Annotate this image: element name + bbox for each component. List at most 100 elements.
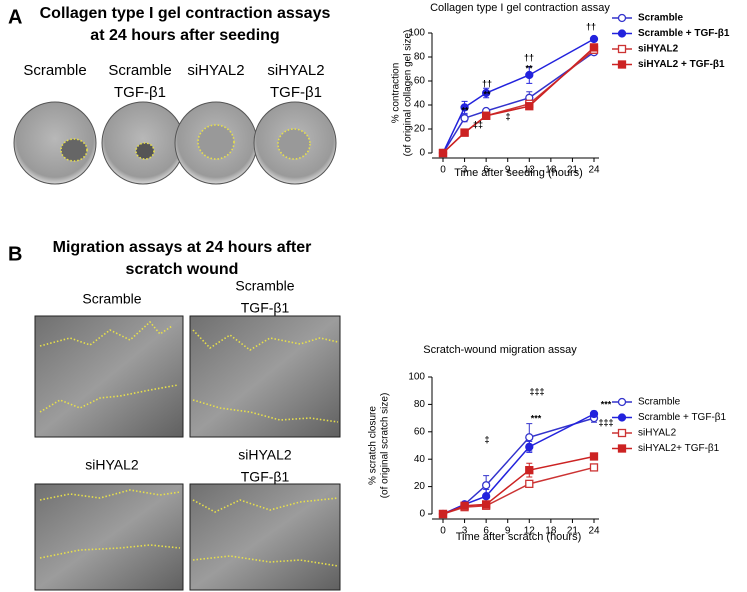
legend-marker	[617, 428, 627, 438]
panel-title: scratch wound	[126, 261, 239, 278]
legend-marker	[617, 44, 627, 54]
gel	[197, 124, 235, 160]
dish	[101, 101, 185, 185]
x-tick-label: 3	[462, 165, 468, 176]
x-tick-label: 0	[440, 526, 446, 537]
marker	[460, 501, 469, 510]
y-axis-label: % contraction	[391, 63, 402, 124]
marker	[525, 479, 534, 489]
gel	[135, 142, 155, 160]
y-tick-label: 40	[414, 100, 426, 111]
x-tick-label: 24	[588, 526, 600, 537]
gel	[60, 138, 88, 162]
dish-images	[13, 101, 337, 185]
y-tick-label: 80	[414, 399, 426, 410]
x-tick-label: 0	[440, 165, 446, 176]
series-line	[442, 46, 595, 154]
marker	[525, 433, 534, 442]
x-tick-label: 18	[545, 165, 557, 176]
significance-mark: ‡	[484, 434, 489, 444]
legend-label: Scramble	[638, 13, 683, 24]
marker	[525, 70, 534, 80]
image-label: siHYAL2	[238, 447, 292, 463]
significance-mark: ‡‡‡	[598, 417, 613, 427]
y-tick-label: 0	[419, 148, 425, 159]
y-tick-label: 60	[414, 76, 426, 87]
x-tick-label: 24	[588, 165, 600, 176]
x-tick-label: 9	[505, 526, 511, 537]
y-axis-label: (of original collagen gel size)	[403, 30, 414, 157]
significance-mark: ††	[586, 21, 596, 31]
significance-mark: ††	[524, 52, 534, 62]
x-tick-label: 21	[567, 165, 579, 176]
wound-edge	[192, 497, 339, 567]
legend-label: Scramble + TGF-β1	[638, 412, 727, 423]
marker	[481, 500, 491, 509]
chart-title: Scratch-wound migration assay	[423, 344, 577, 356]
significance-mark: ††	[482, 78, 492, 88]
marker	[525, 466, 534, 475]
image-label: Scramble	[82, 291, 141, 307]
x-tick-label: 18	[545, 526, 557, 537]
x-tick-label: 3	[462, 526, 468, 537]
series-line	[442, 417, 595, 515]
image-label: Scramble	[23, 62, 86, 79]
panel-label: B	[8, 243, 22, 265]
significance-mark: **	[525, 63, 533, 73]
photo	[34, 315, 184, 438]
image-label: siHYAL2	[267, 62, 324, 79]
marker	[525, 442, 534, 452]
legend-label: siHYAL2+ TGF-β1	[638, 443, 720, 454]
y-axis-label: (of original scratch size)	[380, 393, 391, 499]
significance-mark: ***	[601, 399, 612, 409]
marker	[481, 88, 491, 98]
x-tick-label: 21	[567, 526, 579, 537]
wound-edge	[39, 489, 181, 559]
legend-marker	[617, 397, 627, 407]
marker	[525, 102, 534, 111]
significance-mark: **	[461, 105, 469, 115]
image-label: TGF-β1	[241, 469, 290, 485]
series-line	[442, 413, 595, 515]
panel-title: at 24 hours after seeding	[90, 27, 279, 44]
y-tick-label: 60	[414, 426, 426, 437]
marker	[589, 43, 599, 52]
marker	[481, 492, 491, 501]
legend-marker	[617, 60, 627, 69]
image-label: siHYAL2	[187, 62, 244, 79]
y-tick-label: 100	[408, 372, 425, 383]
marker	[481, 481, 491, 490]
image-label: siHYAL2	[85, 457, 139, 473]
marker	[589, 452, 599, 461]
legend-label: siHYAL2 + TGF-β1	[638, 59, 725, 70]
panel-title: Migration assays at 24 hours after	[53, 239, 312, 256]
x-axis-label: Time after seeding (hours)	[454, 167, 583, 179]
image-label: TGF-β1	[270, 84, 322, 101]
marker	[589, 463, 599, 472]
x-tick-label: 6	[483, 165, 489, 176]
y-axis-label: % scratch closure	[368, 406, 379, 485]
legend-label: Scramble	[638, 397, 681, 408]
x-tick-label: 12	[524, 526, 536, 537]
image-label: TGF-β1	[241, 300, 290, 316]
legend-label: siHYAL2	[638, 428, 677, 439]
scratch-images	[34, 315, 341, 591]
y-tick-label: 100	[408, 28, 425, 39]
legend-marker	[617, 413, 627, 422]
marker	[589, 34, 599, 44]
marker	[438, 148, 448, 158]
image-label: Scramble	[235, 278, 294, 294]
photo	[189, 483, 341, 591]
y-tick-label: 0	[419, 509, 425, 520]
y-tick-label: 40	[414, 454, 426, 465]
x-tick-label: 9	[505, 165, 511, 176]
y-tick-label: 20	[414, 124, 426, 135]
chart-title: Collagen type I gel contraction assay	[430, 2, 610, 14]
y-tick-label: 80	[414, 52, 426, 63]
x-tick-label: 12	[524, 165, 536, 176]
gel	[277, 128, 311, 160]
legend-marker	[617, 29, 627, 38]
marker	[589, 409, 599, 419]
image-label: TGF-β1	[114, 84, 166, 101]
